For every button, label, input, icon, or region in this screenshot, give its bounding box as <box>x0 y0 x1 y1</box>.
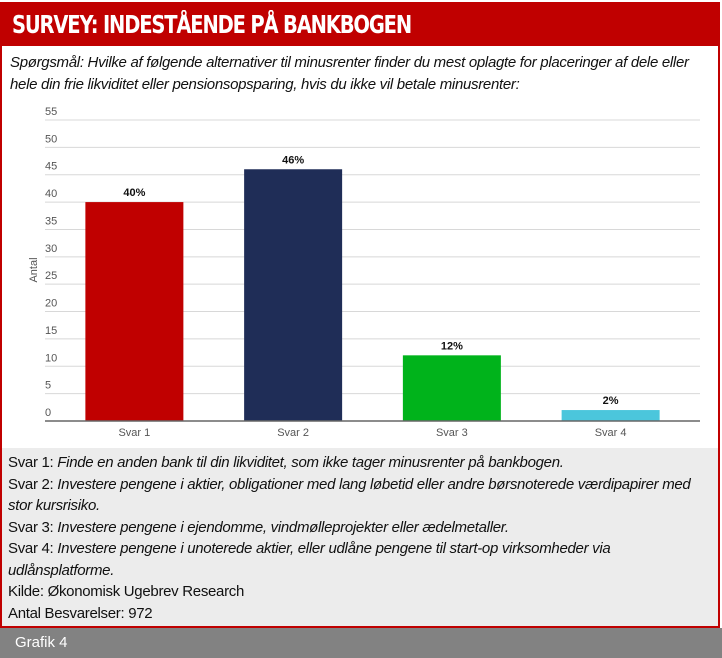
data-label: 12% <box>441 340 463 352</box>
bar <box>244 169 343 421</box>
answer-text: Investere pengene i aktier, obligationer… <box>8 475 691 515</box>
data-label: 2% <box>603 395 619 407</box>
bar-chart: 0 5 10 15 20 25 30 35 40 45 50 55 Antal 40% Svar 1 46% S… <box>28 106 700 439</box>
y-tick-label: 25 <box>45 270 57 282</box>
y-axis-label: Antal <box>28 257 40 282</box>
answer-text: Finde en anden bank til din likviditet, … <box>57 454 564 471</box>
answer-prefix: Svar 4: <box>8 540 58 557</box>
footer-bar: Grafik 4 <box>0 628 722 658</box>
y-tick-label: 40 <box>45 188 57 200</box>
answer-prefix: Svar 1: <box>8 454 58 471</box>
answer-item: Svar 3: Investere pengene i ejendomme, v… <box>8 517 718 539</box>
y-tick-label: 45 <box>45 161 57 173</box>
answer-legend: Svar 1: Finde en anden bank til din likv… <box>2 448 718 626</box>
y-tick-label: 5 <box>45 380 51 392</box>
data-label: 46% <box>282 154 304 166</box>
answer-prefix: Svar 2: <box>8 475 58 493</box>
x-tick-label: Svar 4 <box>595 427 627 439</box>
chart-title: SURVEY: INDESTÅENDE PÅ BANKBOGEN <box>12 10 412 39</box>
y-tick-label: 20 <box>45 298 57 310</box>
answer-text: Investere pengene i unoterede aktier, el… <box>8 540 611 579</box>
bar <box>561 410 660 421</box>
survey-question: Spørgsmål: Hvilke af følgende alternativ… <box>10 54 689 93</box>
answer-item: Svar 4: Investere pengene i unoterede ak… <box>8 538 718 581</box>
y-tick-label: 10 <box>45 352 57 364</box>
answer-item: Svar 1: Finde en anden bank til din likv… <box>8 452 718 474</box>
answer-item: Svar 2: Investere pengene i aktier, obli… <box>8 474 718 517</box>
response-count: Antal Besvarelser: 972 <box>8 604 153 622</box>
bar <box>402 355 501 421</box>
y-tick-label: 15 <box>45 325 57 337</box>
answer-prefix: Svar 3: <box>8 518 58 536</box>
y-tick-label: 0 <box>45 407 51 419</box>
x-tick-label: Svar 1 <box>118 427 150 439</box>
bar <box>85 202 184 421</box>
y-tick-label: 50 <box>45 133 57 145</box>
title-bar: SURVEY: INDESTÅENDE PÅ BANKBOGEN <box>2 4 718 46</box>
source-note: Kilde: Økonomisk Ugebrev Research <box>8 583 245 600</box>
y-tick-label: 55 <box>45 106 57 118</box>
data-label: 40% <box>123 187 145 199</box>
answer-text: Investere pengene i ejendomme, vindmølle… <box>57 518 509 536</box>
chart-frame: SURVEY: INDESTÅENDE PÅ BANKBOGEN Spørgsm… <box>0 2 720 628</box>
x-tick-label: Svar 2 <box>277 427 309 439</box>
y-tick-label: 30 <box>45 243 57 255</box>
y-tick-label: 35 <box>45 215 57 227</box>
x-tick-label: Svar 3 <box>436 427 468 439</box>
figure-label: Grafik 4 <box>15 634 68 651</box>
